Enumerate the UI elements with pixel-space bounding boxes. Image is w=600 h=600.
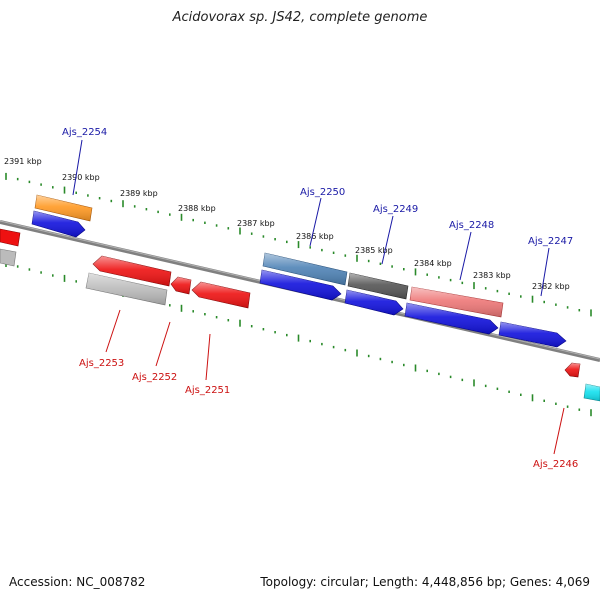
gene-ajs-2250-gloss (263, 253, 347, 285)
label-ajs-2246[interactable]: Ajs_2246 (533, 459, 578, 470)
topology-label: Topology: circular; Length: 4,448,856 bp… (260, 575, 590, 589)
gene-red-right-gloss (565, 363, 580, 377)
gene-blue-1-gloss (32, 211, 85, 237)
kbp-label-2384: 2384 kbp (414, 259, 452, 268)
label-ajs-2250[interactable]: Ajs_2250 (300, 187, 345, 198)
gene-ajs-2254-gloss (35, 195, 92, 221)
leader-ajs-2250 (309, 197, 322, 247)
label-ajs-2251[interactable]: Ajs_2251 (185, 385, 230, 396)
forward-strand-genes (31, 194, 567, 348)
kbp-label-2383: 2383 kbp (473, 271, 511, 280)
gene-ajs-2248-gloss (410, 287, 503, 317)
kbp-label-2391: 2391 kbp (4, 157, 42, 166)
gene-ajs-2253-gloss (93, 256, 171, 286)
gene-ajs-2249-gloss (348, 273, 408, 299)
leader-ajs-2253 (105, 309, 121, 353)
gene-blue-3-gloss (345, 290, 403, 315)
genome-title: Acidovorax sp. JS42, complete genome (172, 10, 428, 25)
label-leader-lines (72, 139, 565, 455)
gene-blue-2-gloss (260, 270, 341, 300)
kbp-label-2387: 2387 kbp (237, 219, 275, 228)
kbp-label-2386: 2386 kbp (296, 232, 334, 241)
gene-ajs-2251-gloss (192, 282, 250, 308)
kbp-label-2389: 2389 kbp (120, 189, 158, 198)
leader-ajs-2251 (205, 333, 211, 381)
gene-gray-left-edge[interactable] (0, 248, 17, 267)
leader-ajs-2248 (459, 231, 472, 281)
label-ajs-2249[interactable]: Ajs_2249 (373, 204, 418, 215)
label-ajs-2253[interactable]: Ajs_2253 (79, 358, 124, 369)
label-ajs-2248[interactable]: Ajs_2248 (449, 220, 494, 231)
label-ajs-2247[interactable]: Ajs_2247 (528, 236, 573, 247)
reverse-strand-genes (0, 228, 600, 402)
kbp-label-2382: 2382 kbp (532, 282, 570, 291)
leader-ajs-2252 (155, 321, 171, 367)
kbp-label-2385: 2385 kbp (355, 246, 393, 255)
kbp-tick-row-lower (5, 260, 592, 417)
kbp-label-2390: 2390 kbp (62, 173, 100, 182)
kbp-tick-row-upper (5, 172, 592, 317)
leader-ajs-2249 (381, 215, 394, 265)
accession-label: Accession: NC_008782 (9, 575, 146, 589)
gene-ajs-2252-gloss (171, 277, 191, 294)
gene-ajs-2247-gloss (499, 322, 566, 347)
gene-ajs-2246-gloss (584, 384, 600, 401)
gene-blue-4-gloss (405, 303, 498, 334)
gene-gray-1-gloss (86, 273, 167, 305)
leader-ajs-2247 (540, 247, 550, 297)
label-ajs-2252[interactable]: Ajs_2252 (132, 372, 177, 383)
label-ajs-2254[interactable]: Ajs_2254 (62, 127, 107, 138)
leader-ajs-2246 (553, 407, 565, 455)
leader-ajs-2254 (72, 139, 83, 196)
kbp-label-2388: 2388 kbp (178, 204, 216, 213)
gene-red-left-edge[interactable] (0, 228, 21, 247)
